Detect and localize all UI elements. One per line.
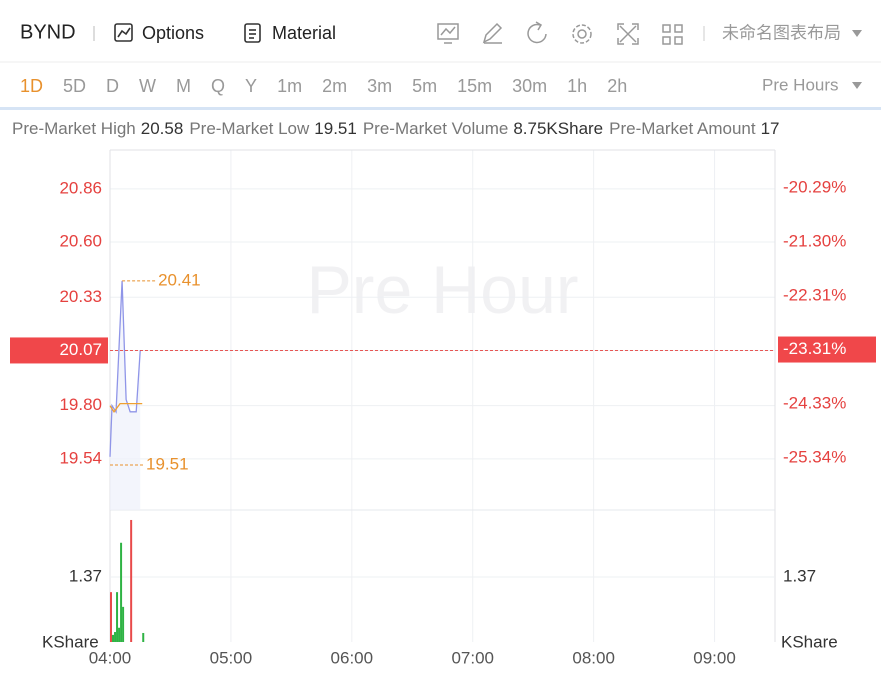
stat-value: 19.51	[314, 119, 357, 138]
interval-button[interactable]: 3m	[367, 76, 392, 96]
volume-bar	[122, 606, 125, 642]
interval-button[interactable]: 30m	[512, 76, 547, 96]
material-icon[interactable]	[244, 23, 261, 43]
fullscreen-icon[interactable]	[617, 23, 639, 45]
options-button[interactable]: Options	[142, 23, 204, 43]
volume-unit: KShare	[42, 632, 99, 651]
y2-tick-label: -23.31%	[783, 339, 846, 358]
volume-tick-label: 1.37	[69, 566, 102, 585]
layout-name[interactable]: 未命名图表布局	[722, 23, 841, 42]
volume-bar	[110, 592, 112, 642]
interval-button[interactable]: 5D	[63, 76, 86, 96]
volume-tick-label: 1.37	[783, 566, 816, 585]
watermark: Pre Hour	[306, 252, 578, 328]
volume-bar	[112, 634, 115, 642]
indicator-icon[interactable]	[437, 23, 459, 44]
x-tick-label: 06:00	[331, 648, 374, 667]
y-tick-label: 20.07	[59, 340, 102, 359]
x-tick-label: 04:00	[89, 648, 132, 667]
stat-label: Pre-Market Amount	[609, 119, 756, 138]
symbol[interactable]: BYND	[20, 21, 76, 43]
dropdown-arrow[interactable]	[852, 82, 862, 89]
x-tick-label: 05:00	[210, 648, 253, 667]
volume-unit: KShare	[781, 632, 838, 651]
stats-row: Pre-Market High 20.58 Pre-Market Low 19.51 P…	[12, 119, 780, 138]
interval-button[interactable]: 15m	[457, 76, 492, 96]
y-tick-label: 20.60	[59, 232, 102, 251]
stat-label: Pre-Market Low	[189, 119, 310, 138]
volume-bar	[120, 542, 123, 642]
session-selector[interactable]: Pre Hours	[762, 75, 839, 94]
volume-bar	[116, 592, 119, 642]
interval-bar: 1D 5D D W M Q Y 1m 2m 3m 5m 15m 30m 1h 2h	[20, 76, 627, 96]
y-tick-label: 19.54	[59, 448, 102, 467]
volume-bar	[142, 632, 145, 642]
interval-button[interactable]: D	[106, 76, 119, 96]
annotation-label: 20.41	[158, 270, 201, 289]
x-tick-label: 08:00	[572, 648, 615, 667]
dropdown-arrow[interactable]	[852, 30, 862, 37]
interval-button[interactable]: Y	[245, 76, 257, 96]
stat-value: 8.75KShare	[513, 119, 603, 138]
current-price-box	[10, 337, 108, 364]
stat-value: 20.58	[141, 119, 184, 138]
interval-button[interactable]: 1h	[567, 76, 587, 96]
interval-button[interactable]: 5m	[412, 76, 437, 96]
interval-button[interactable]: Q	[211, 76, 225, 96]
annotation-label: 19.51	[146, 454, 189, 473]
y-tick-label: 20.86	[59, 178, 102, 197]
layout-icon[interactable]	[662, 24, 683, 45]
volume-bar	[114, 632, 117, 642]
reset-icon[interactable]	[527, 21, 547, 44]
price-line	[109, 280, 141, 457]
x-tick-label: 07:00	[451, 648, 494, 667]
current-change-box	[778, 336, 876, 363]
divider	[0, 107, 881, 110]
y2-tick-label: -21.30%	[783, 231, 846, 250]
y2-tick-label: -24.33%	[783, 394, 846, 413]
x-tick-label: 09:00	[693, 648, 736, 667]
y-tick-label: 19.80	[59, 395, 102, 414]
price-area	[110, 280, 141, 510]
stat-label: Pre-Market High	[12, 119, 136, 138]
y2-tick-label: -25.34%	[783, 448, 846, 467]
stat-value: 17	[761, 119, 780, 138]
interval-button[interactable]: M	[176, 76, 191, 96]
stat-label: Pre-Market Volume	[363, 119, 509, 138]
interval-button[interactable]: 1D	[20, 76, 43, 96]
options-icon[interactable]	[114, 23, 133, 42]
interval-button[interactable]: 2h	[607, 76, 627, 96]
interval-button[interactable]: W	[139, 76, 156, 96]
interval-button[interactable]: 2m	[322, 76, 347, 96]
y2-tick-label: -22.31%	[783, 286, 846, 305]
y2-tick-label: -20.29%	[783, 177, 846, 196]
volume-bar	[130, 519, 133, 642]
draw-icon[interactable]	[482, 22, 503, 44]
settings-icon[interactable]	[572, 24, 592, 44]
y-tick-label: 20.33	[59, 287, 102, 306]
average-line	[109, 402, 143, 413]
volume-bar	[118, 627, 121, 642]
interval-button[interactable]: 1m	[277, 76, 302, 96]
material-button[interactable]: Material	[272, 23, 336, 43]
chart: Pre Hour 04:00 05:00 06:00 07:00 08:00 09:00 20…	[10, 149, 876, 667]
